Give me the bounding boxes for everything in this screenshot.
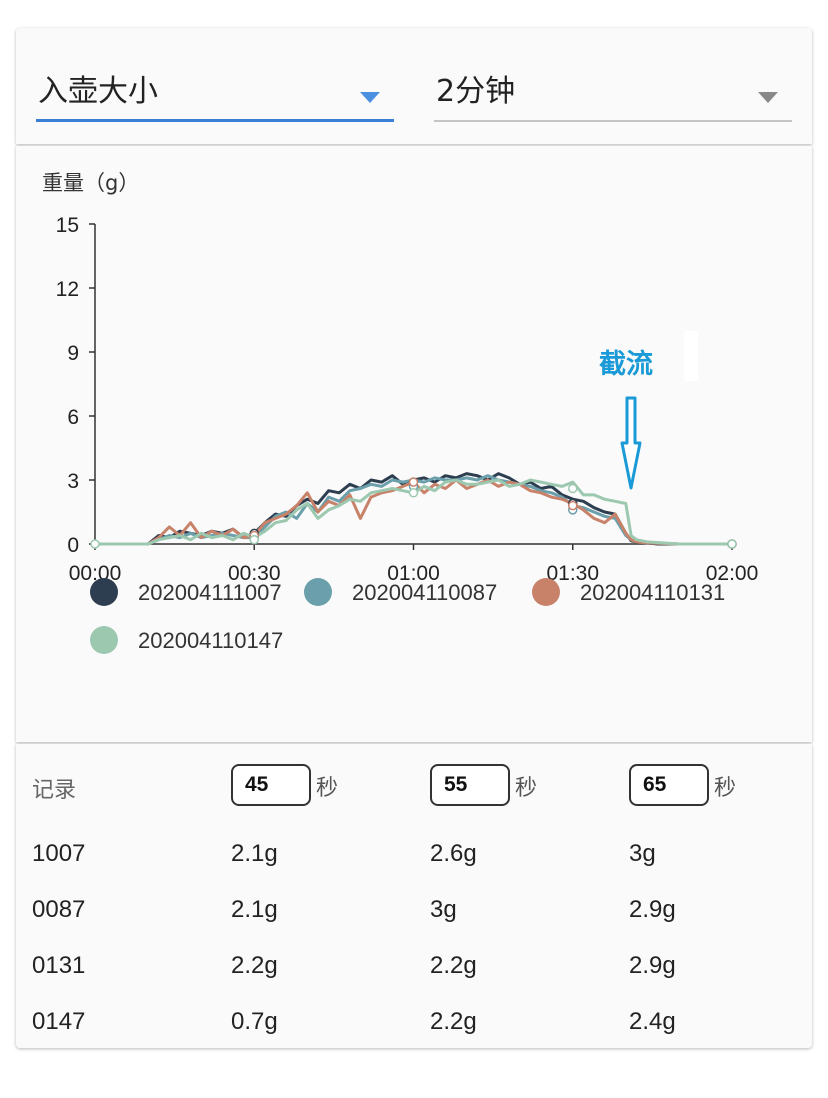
data-point — [568, 500, 578, 511]
seconds-unit: 秒 — [316, 776, 339, 801]
cutoff-label: 截流 — [599, 349, 653, 380]
legend-swatch — [304, 578, 332, 606]
series-line — [95, 474, 732, 546]
y-tick-label: 15 — [56, 214, 79, 237]
row-value: 2.6g — [430, 840, 477, 867]
filter-card — [16, 28, 812, 144]
y-axis-label: 重量（g） — [42, 171, 139, 195]
metric-select-underline — [36, 119, 394, 122]
data-point — [727, 539, 737, 549]
seconds-unit: 秒 — [515, 776, 538, 801]
seconds-input-2[interactable]: 55 — [430, 764, 510, 806]
y-tick-label: 3 — [67, 470, 79, 493]
series-lines — [95, 472, 732, 546]
down-arrow-icon — [620, 396, 642, 490]
legend-label: 202004110087 — [352, 580, 497, 605]
x-tick-label: 01:30 — [546, 562, 599, 585]
duration-select-underline — [434, 120, 792, 122]
row-value: 2.2g — [231, 952, 278, 979]
legend: 202004111007 202004110087 202004110131 2020… — [90, 578, 725, 654]
row-value: 2.4g — [629, 1008, 676, 1035]
record-header: 记录 — [32, 778, 77, 803]
seconds-unit: 秒 — [714, 776, 737, 801]
row-value: 3g — [629, 840, 656, 867]
duration-select-value: 2分钟 — [436, 74, 516, 109]
y-tick-label: 9 — [67, 342, 79, 365]
metric-select[interactable]: 入壶大小 — [36, 38, 394, 122]
row-value: 2.2g — [430, 1008, 477, 1035]
data-point — [568, 483, 578, 494]
row-id: 0131 — [32, 952, 86, 979]
y-tick-label: 12 — [56, 278, 79, 301]
annotation-blank — [684, 331, 698, 381]
legend-swatch — [90, 578, 118, 606]
metric-select-value: 入壶大小 — [38, 74, 158, 109]
chevron-down-icon — [758, 92, 778, 103]
x-tick-label: 01:00 — [387, 562, 440, 585]
seconds-input-3[interactable]: 65 — [629, 764, 709, 806]
chevron-down-icon — [360, 92, 380, 103]
chart-card — [16, 146, 812, 742]
row-value: 2.1g — [231, 840, 278, 867]
data-point — [249, 534, 259, 545]
row-id: 1007 — [32, 840, 86, 867]
legend-label: 202004111007 — [138, 580, 282, 605]
data-point — [90, 539, 100, 549]
legend-swatch — [532, 578, 560, 606]
y-tick-label: 6 — [67, 406, 79, 429]
row-value: 2.9g — [629, 952, 676, 979]
series-line — [95, 478, 732, 546]
row-value: 2.2g — [430, 952, 477, 979]
row-id: 0147 — [32, 1008, 86, 1035]
data-point — [408, 488, 419, 498]
row-value: 0.7g — [231, 1008, 278, 1035]
row-value: 3g — [430, 896, 457, 923]
row-value: 2.9g — [629, 896, 676, 923]
legend-label: 202004110131 — [580, 580, 725, 605]
row-value: 2.1g — [231, 896, 278, 923]
series-markers — [90, 477, 737, 549]
data-point — [408, 477, 419, 487]
y-tick-label: 0 — [67, 534, 79, 557]
cutoff-annotation: 截流 — [599, 331, 698, 490]
series-line — [95, 478, 732, 546]
duration-select[interactable]: 2分钟 — [434, 38, 792, 122]
row-id: 0087 — [32, 896, 86, 923]
legend-swatch — [90, 626, 118, 654]
x-tick-label: 00:30 — [228, 562, 281, 585]
seconds-input-1[interactable]: 45 — [231, 764, 311, 806]
legend-label: 202004110147 — [138, 628, 283, 653]
x-tick-label: 02:00 — [706, 562, 759, 585]
